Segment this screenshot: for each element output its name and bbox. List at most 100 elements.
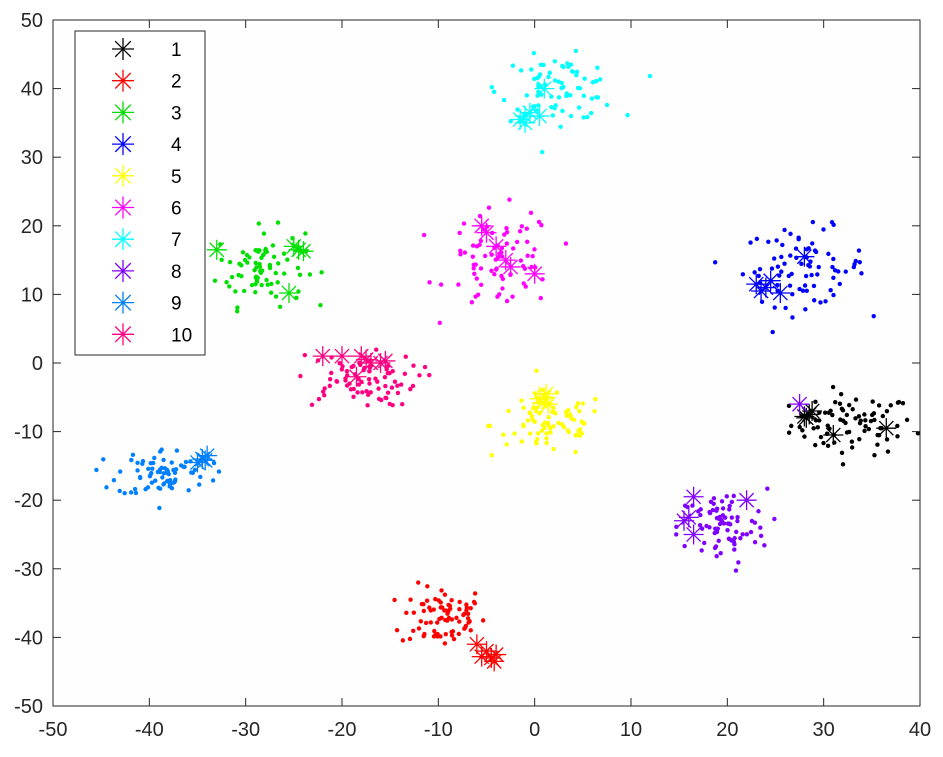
data-point-series-9 [159,447,164,452]
data-point-series-8 [698,512,703,518]
data-point-series-10 [417,373,422,378]
data-point-series-4 [823,299,828,304]
data-point-series-1 [872,417,877,423]
data-point-series-6 [528,210,534,215]
data-point-series-1 [872,453,877,458]
data-point-series-6 [524,239,530,245]
data-point-series-7 [489,85,495,90]
data-point-series-9 [117,488,122,494]
x-tick-label: -30 [231,719,260,741]
centroid-markers [187,78,897,672]
data-point-series-4 [811,283,817,289]
data-point-series-1 [895,434,900,439]
data-point-series-1 [821,440,826,446]
data-point-series-4 [787,283,793,288]
data-point-series-6 [486,205,492,210]
data-point-series-6 [489,268,494,273]
data-point-series-2 [480,618,486,623]
data-point-series-2 [416,626,422,631]
data-point-series-4 [859,271,864,276]
data-point-series-2 [457,607,462,612]
data-point-series-7 [550,113,555,118]
data-point-series-10 [376,396,382,402]
data-point-series-3 [259,268,265,273]
data-point-series-7 [576,105,582,110]
data-point-series-3 [240,250,246,255]
data-point-series-1 [880,413,886,419]
data-point-series-9 [153,478,158,483]
data-point-series-3 [259,282,264,288]
data-point-series-1 [826,410,832,415]
data-point-series-4 [831,222,836,228]
data-point-series-4 [712,260,718,265]
data-point-series-6 [563,241,569,246]
data-point-series-1 [846,429,852,435]
data-point-series-5 [537,411,542,416]
data-point-series-7 [581,115,586,120]
data-point-series-10 [309,402,315,408]
data-point-series-8 [724,494,729,499]
data-point-series-5 [562,425,567,430]
data-point-series-8 [725,527,730,533]
data-point-series-5 [519,439,525,444]
data-point-series-5 [528,431,533,436]
centroid-marker-series-3 [279,283,300,304]
data-point-series-7 [588,110,594,116]
x-tick-label: 40 [909,719,931,741]
data-point-series-2 [416,580,421,585]
data-point-series-8 [711,501,716,507]
data-point-series-9 [135,468,140,473]
centroid-marker-series-2 [484,651,505,672]
data-point-series-5 [573,449,578,455]
data-point-series-4 [783,305,788,311]
data-point-series-3 [249,282,255,288]
data-point-series-8 [740,532,745,537]
data-point-series-5 [506,408,511,414]
centroid-marker-series-7 [529,106,550,127]
data-point-series-2 [468,628,473,633]
data-point-series-9 [162,466,168,471]
data-point-series-6 [519,224,525,229]
data-point-series-2 [467,619,472,624]
data-point-series-10 [390,368,395,374]
data-point-series-5 [574,404,579,410]
data-point-series-5 [519,398,524,403]
data-point-series-9 [130,452,136,458]
data-point-series-2 [407,636,413,642]
data-point-series-8 [727,503,732,509]
data-point-series-1 [811,426,816,431]
data-point-series-7 [501,97,507,103]
data-point-series-9 [160,475,165,480]
data-point-series-8 [722,515,727,520]
data-point-series-7 [585,114,590,120]
x-tick-label: -50 [39,719,68,741]
data-point-series-4 [779,269,784,274]
data-point-series-3 [244,252,250,258]
y-tick-label: 40 [21,79,43,101]
data-point-series-7 [604,102,610,108]
data-point-series-5 [577,433,582,438]
data-point-series-3 [273,270,278,276]
data-point-series-3 [264,277,269,283]
data-point-series-8 [713,526,718,531]
data-point-series-10 [320,389,326,394]
data-point-series-1 [863,423,868,429]
data-point-series-8 [752,539,758,545]
data-point-series-7 [568,62,574,67]
data-point-series-3 [277,304,283,310]
data-point-series-2 [400,638,406,643]
data-point-series-2 [442,641,448,646]
data-point-series-4 [790,315,795,320]
data-point-series-5 [532,419,538,425]
x-tick-label: -10 [424,719,453,741]
legend-label: 1 [171,40,182,61]
data-point-series-3 [229,274,235,280]
data-point-series-5 [576,428,581,433]
data-point-series-10 [427,372,432,378]
centroid-marker-series-10 [375,350,396,371]
data-point-series-10 [403,354,408,359]
data-point-series-2 [404,610,409,615]
centroid-marker-series-4 [760,270,781,291]
data-point-series-9 [94,467,99,473]
data-point-series-8 [717,514,722,520]
